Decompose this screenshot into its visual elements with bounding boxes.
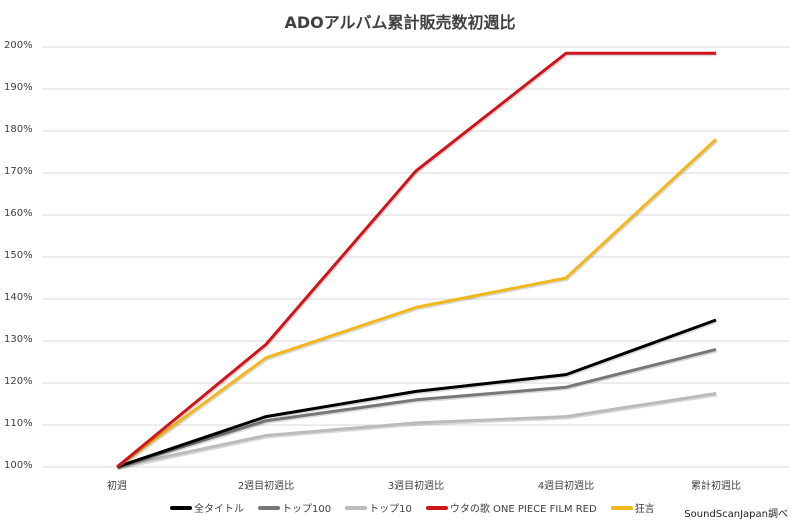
legend-label: ウタの歌 ONE PIECE FILM RED <box>449 504 597 515</box>
legend-label: トップ10 <box>369 504 412 515</box>
legend-item: トップ10 <box>345 500 412 515</box>
y-tick-label: 100% <box>4 460 33 471</box>
x-tick-label: 4週目初週比 <box>537 481 595 492</box>
series-line <box>116 51 716 469</box>
legend-label: トップ100 <box>282 504 332 515</box>
legend-label: 全タイトル <box>194 504 244 515</box>
series-shadow <box>117 139 719 470</box>
legend-item: 全タイトル <box>170 500 244 515</box>
y-tick-label: 120% <box>4 376 33 387</box>
series-shadow <box>117 320 718 470</box>
series-line <box>116 347 717 469</box>
y-tick-label: 150% <box>4 250 33 261</box>
series-line <box>116 318 717 469</box>
y-tick-label: 160% <box>4 208 33 219</box>
legend-swatch <box>258 505 280 510</box>
x-tick-label: 3週目初週比 <box>387 481 445 492</box>
y-tick-label: 140% <box>4 292 33 303</box>
legend-swatch <box>170 505 192 510</box>
series-line <box>116 392 717 469</box>
series-shadow <box>117 393 718 470</box>
legend-swatch <box>610 505 633 510</box>
y-tick-label: 200% <box>4 40 33 51</box>
x-tick-label: 初週 <box>107 481 127 492</box>
series-line <box>116 138 718 469</box>
legend-item: 狂言 <box>610 500 655 515</box>
series-shadow <box>117 349 718 470</box>
legend-label: 狂言 <box>634 504 655 515</box>
legend-swatch <box>345 505 368 510</box>
x-tick-label: 2週目初週比 <box>237 481 295 492</box>
y-tick-label: 130% <box>4 334 33 345</box>
legend-swatch <box>425 505 448 510</box>
y-tick-label: 190% <box>4 82 33 93</box>
chart-title: ADOアルバム累計販売数初週比 <box>284 13 516 32</box>
legend-item: ウタの歌 ONE PIECE FILM RED <box>425 500 597 515</box>
legend-item: トップ100 <box>258 500 331 515</box>
y-tick-label: 110% <box>4 418 33 429</box>
y-tick-label: 180% <box>4 124 33 135</box>
x-tick-label: 累計初週比 <box>691 481 741 492</box>
source-note: SoundScanJapan調べ <box>684 509 788 520</box>
chart-legend: 全タイトル トップ100 トップ10 ウタの歌 ONE PIECE FILM RED 狂… <box>170 500 669 515</box>
y-tick-label: 170% <box>4 166 33 177</box>
